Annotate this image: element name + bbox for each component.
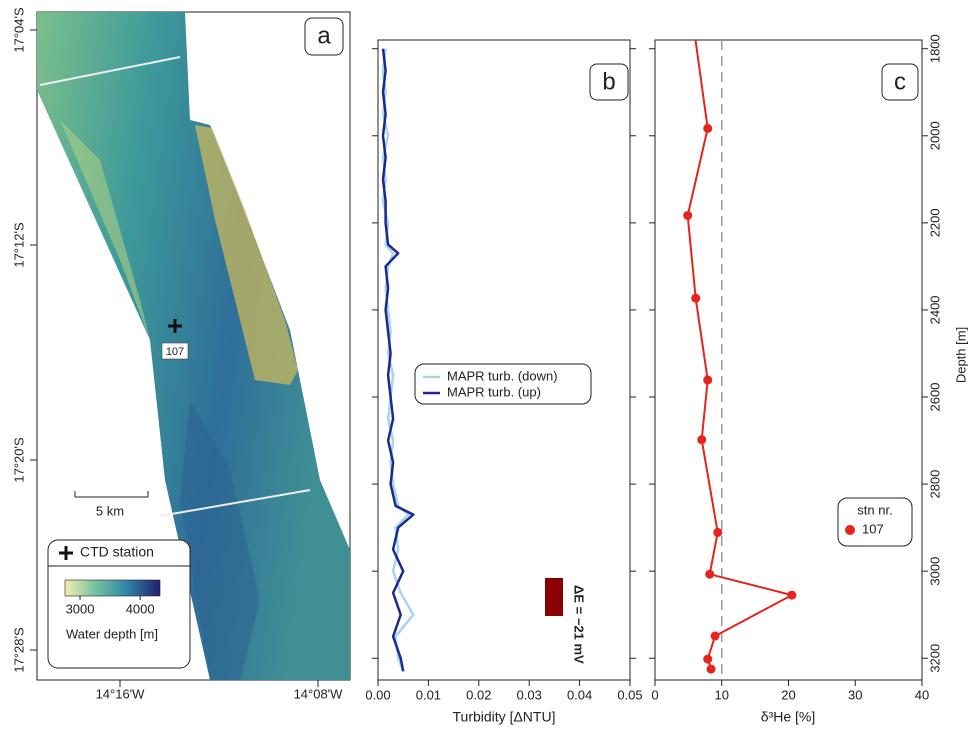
x-axis-label: δ³He [%]: [761, 709, 815, 725]
y-tick-label: 1800: [927, 34, 942, 63]
map-panel: 107 5 km CTD station Water depth [m] a: [37, 12, 350, 680]
plot-area: [383, 49, 413, 672]
x-axis-label: Turbidity [ΔNTU]: [453, 709, 556, 725]
y-tick-label: 2400: [927, 295, 942, 324]
legend-label: CTD station: [80, 544, 154, 560]
orp-box: [545, 578, 563, 616]
data-point: [705, 570, 714, 579]
data-point: [787, 591, 796, 600]
legend-label: 107: [862, 521, 884, 536]
x-tick-label: 30: [848, 687, 862, 702]
x-tick-label: 0.02: [466, 687, 491, 702]
x-tick-label: 0: [651, 687, 658, 702]
y-tick-label: 2600: [927, 383, 942, 412]
data-point: [703, 376, 712, 385]
y-tick-label: 3000: [927, 557, 942, 586]
data-point: [697, 435, 706, 444]
legend-label: MAPR turb. (down): [447, 368, 558, 383]
data-point: [689, 22, 698, 31]
data-point: [703, 124, 712, 133]
x-tick-label: 20: [781, 687, 795, 702]
lat-label: 17°12'S: [11, 222, 26, 268]
lat-label: 17°28'S: [11, 627, 26, 673]
plot-frame: [655, 40, 922, 680]
colorbar-label: Water depth [m]: [66, 626, 158, 641]
data-point: [711, 632, 720, 641]
x-tick-label: 40: [915, 687, 929, 702]
plot-area: [683, 22, 796, 673]
data-point: [683, 211, 692, 220]
annotation: ΔE = −21 mV: [572, 585, 587, 664]
station-label: 107: [166, 346, 184, 358]
x-tick-label: 0.01: [416, 687, 441, 702]
panel-label: a: [317, 22, 331, 49]
plot-frame: [378, 40, 630, 680]
data-point: [703, 655, 712, 664]
data-point: [713, 528, 722, 537]
y-tick-label: 3200: [927, 644, 942, 673]
figure: 107 5 km CTD station Water depth [m] a Δ…: [0, 0, 974, 734]
lon-label: 14°08'W: [294, 686, 344, 701]
legend-title: stn nr.: [857, 502, 892, 517]
series-line: [688, 27, 792, 669]
x-tick-label: 0.05: [617, 687, 642, 702]
y-tick-label: 2000: [927, 121, 942, 150]
colorbar-tick-label: 4000: [126, 601, 155, 616]
colorbar-tick-label: 3000: [66, 601, 95, 616]
x-tick-label: 0.00: [365, 687, 390, 702]
scale-bar-label: 5 km: [96, 503, 124, 518]
lat-label: 17°20'S: [11, 437, 26, 483]
lat-label: 17°04'S: [11, 7, 26, 53]
panel-label: c: [894, 68, 906, 95]
panel-label: b: [602, 68, 615, 95]
data-point: [707, 665, 716, 674]
y-tick-label: 2800: [927, 470, 942, 499]
y-tick-label: 2200: [927, 208, 942, 237]
x-tick-label: 0.03: [517, 687, 542, 702]
data-point: [691, 294, 700, 303]
legend-swatch: [845, 525, 855, 535]
lon-label: 14°16'W: [96, 686, 146, 701]
y-axis-label: Depth [m]: [953, 327, 968, 383]
series-line: [383, 49, 413, 672]
colorbar: [65, 580, 160, 596]
legend-label: MAPR turb. (up): [447, 384, 541, 399]
x-tick-label: 0.04: [567, 687, 592, 702]
x-tick-label: 10: [715, 687, 729, 702]
